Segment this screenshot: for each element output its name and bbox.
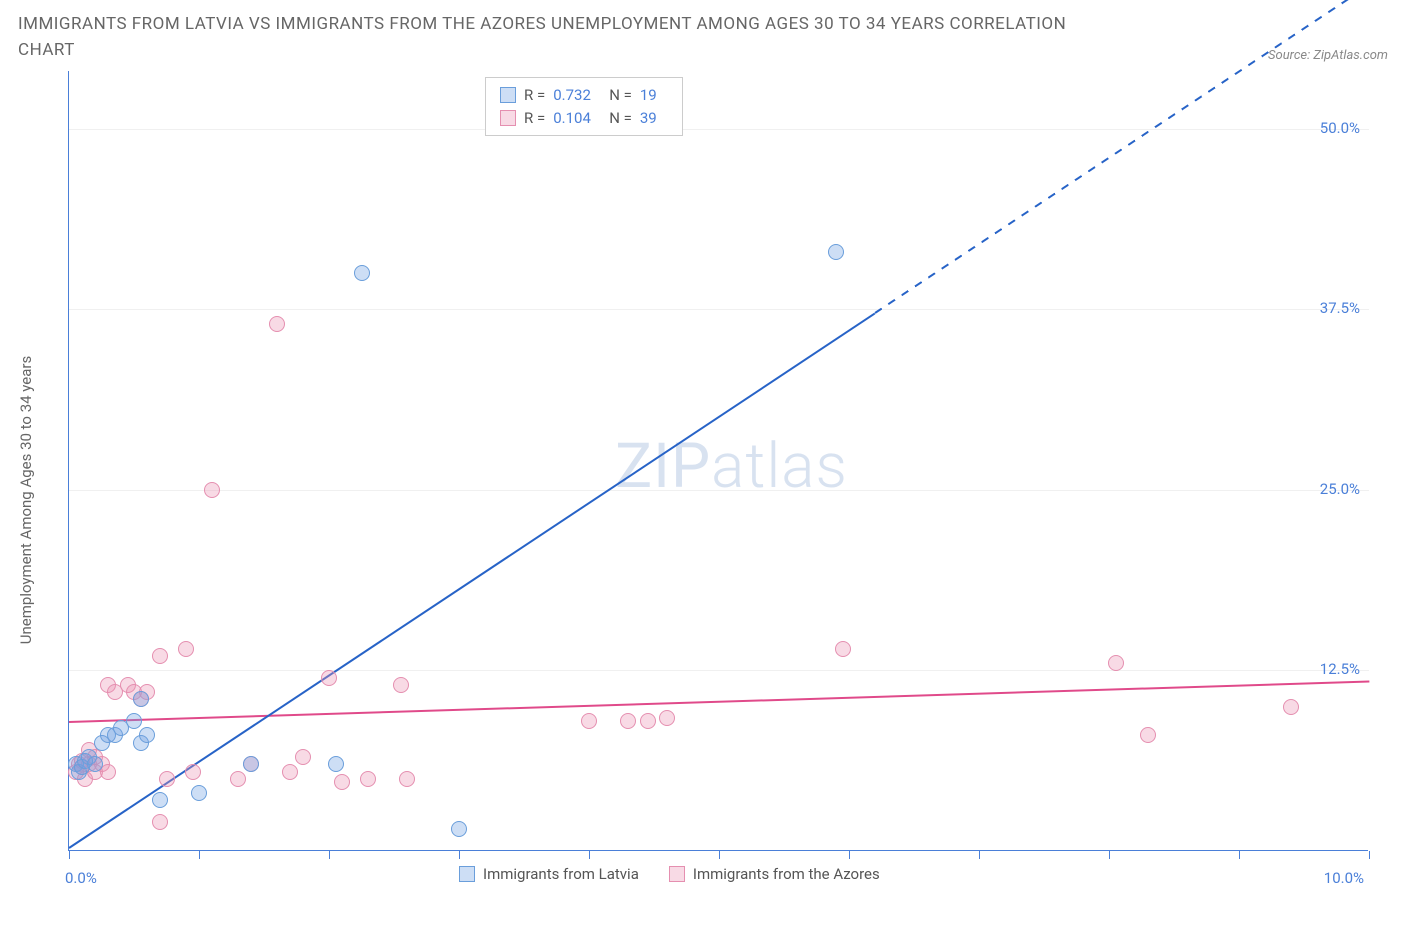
watermark: ZIPatlas <box>615 430 848 503</box>
azores-point <box>1108 655 1124 671</box>
legend-swatch <box>459 866 475 882</box>
stat-value: 0.732 <box>553 84 601 107</box>
y-tick-label: 37.5% <box>1320 299 1360 317</box>
gridline <box>69 490 1369 491</box>
legend-item: Immigrants from the Azores <box>669 865 880 883</box>
x-tick-mark <box>1369 851 1370 859</box>
latvia-point <box>191 785 207 801</box>
legend-item: Immigrants from Latvia <box>459 865 639 883</box>
latvia-point <box>243 756 259 772</box>
scatter-plot: 12.5%25.0%37.5%50.0%0.0%10.0%ZIPatlasR =… <box>68 71 1368 851</box>
azores-point <box>393 677 409 693</box>
azores-point <box>269 316 285 332</box>
legend-label: Immigrants from Latvia <box>483 865 639 883</box>
x-tick-mark <box>329 851 330 859</box>
gridline <box>69 309 1369 310</box>
x-tick-label: 10.0% <box>1324 869 1364 887</box>
azores-point <box>152 814 168 830</box>
y-axis-label: Unemployment Among Ages 30 to 34 years <box>17 356 35 644</box>
azores-point <box>178 641 194 657</box>
x-tick-mark <box>1239 851 1240 859</box>
latvia-point <box>139 727 155 743</box>
azores-point <box>360 771 376 787</box>
legend-swatch <box>500 110 516 126</box>
legend-label: Immigrants from the Azores <box>693 865 880 883</box>
latvia-point <box>152 792 168 808</box>
legend-swatch <box>669 866 685 882</box>
x-tick-mark <box>849 851 850 859</box>
stats-row: R = 0.104 N = 39 <box>500 107 668 130</box>
x-tick-mark <box>1109 851 1110 859</box>
chart-title: IMMIGRANTS FROM LATVIA VS IMMIGRANTS FRO… <box>18 12 1118 63</box>
x-tick-mark <box>589 851 590 859</box>
legend: Immigrants from Latvia Immigrants from th… <box>459 865 880 883</box>
azores-point <box>1140 727 1156 743</box>
stat-label: R = <box>524 84 545 107</box>
x-tick-mark <box>199 851 200 859</box>
latvia-point <box>828 244 844 260</box>
latvia-point <box>87 756 103 772</box>
stat-value: 19 <box>640 84 668 107</box>
azores-point <box>1283 699 1299 715</box>
x-tick-label: 0.0% <box>65 869 97 887</box>
chart-container: Unemployment Among Ages 30 to 34 years 1… <box>18 71 1388 911</box>
azores-point <box>640 713 656 729</box>
stat-label: R = <box>524 107 545 130</box>
azores-point <box>321 670 337 686</box>
stat-value: 39 <box>640 107 668 130</box>
latvia-point <box>354 265 370 281</box>
azores-point <box>399 771 415 787</box>
azores-point <box>835 641 851 657</box>
azores-point <box>581 713 597 729</box>
gridline <box>69 670 1369 671</box>
azores-point <box>659 710 675 726</box>
source-attribution: Source: ZipAtlas.com <box>1268 48 1388 63</box>
legend-swatch <box>500 87 516 103</box>
azores-point <box>282 764 298 780</box>
y-tick-label: 50.0% <box>1320 119 1360 137</box>
stat-label: N = <box>609 107 632 130</box>
x-tick-mark <box>459 851 460 859</box>
x-tick-mark <box>719 851 720 859</box>
gridline <box>69 129 1369 130</box>
latvia-point <box>451 821 467 837</box>
azores-point <box>230 771 246 787</box>
azores-point <box>185 764 201 780</box>
header-row: IMMIGRANTS FROM LATVIA VS IMMIGRANTS FRO… <box>18 12 1388 63</box>
azores-point <box>620 713 636 729</box>
stat-value: 0.104 <box>553 107 601 130</box>
azores-point <box>152 648 168 664</box>
stat-label: N = <box>609 84 632 107</box>
stats-row: R = 0.732 N = 19 <box>500 84 668 107</box>
azores-point <box>295 749 311 765</box>
x-tick-mark <box>979 851 980 859</box>
y-tick-label: 12.5% <box>1320 660 1360 678</box>
latvia-point <box>133 691 149 707</box>
azores-point <box>334 774 350 790</box>
latvia-point <box>126 713 142 729</box>
y-tick-label: 25.0% <box>1320 480 1360 498</box>
azores-point <box>159 771 175 787</box>
x-tick-mark <box>69 851 70 859</box>
azores-point <box>204 482 220 498</box>
stats-box: R = 0.732 N = 19 R = 0.104 N = 39 <box>485 77 683 136</box>
latvia-point <box>328 756 344 772</box>
